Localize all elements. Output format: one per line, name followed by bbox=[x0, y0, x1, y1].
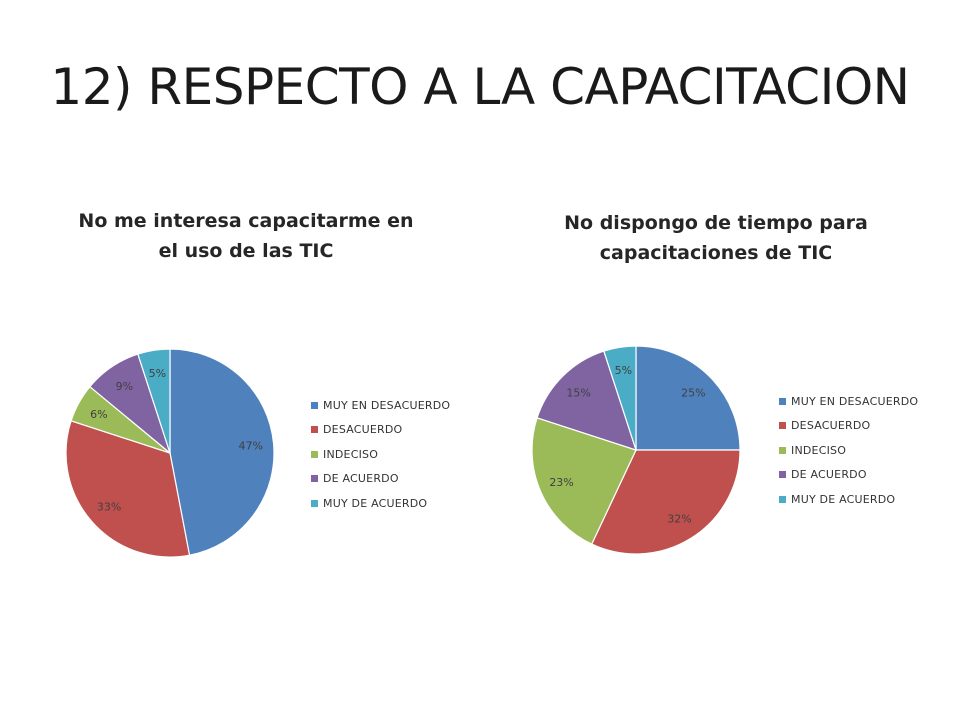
data-label-right-5: 5% bbox=[615, 364, 632, 377]
legend-label: MUY EN DESACUERDO bbox=[791, 394, 919, 408]
legend-label: DE ACUERDO bbox=[791, 468, 867, 482]
data-label-left-1: 47% bbox=[239, 439, 263, 452]
legend-item-left-5: MUY DE ACUERDO bbox=[311, 491, 450, 516]
data-label-right-3: 23% bbox=[549, 476, 573, 489]
data-label-left-5: 5% bbox=[149, 367, 166, 380]
pie-slice-left-2 bbox=[65, 420, 191, 558]
pie-right: 25% 32% 23% 15% 5% bbox=[531, 345, 741, 555]
legend-swatch bbox=[779, 495, 786, 503]
legend-swatch bbox=[779, 446, 786, 454]
legend-label: MUY DE ACUERDO bbox=[323, 496, 428, 510]
pie-slice-left-5 bbox=[137, 348, 171, 454]
legend-item-left-4: DE ACUERDO bbox=[311, 467, 450, 492]
data-label-right-2: 32% bbox=[667, 512, 691, 525]
legend-label: MUY DE ACUERDO bbox=[791, 492, 896, 506]
pie-slice-left-1 bbox=[169, 348, 275, 556]
legend-swatch bbox=[779, 471, 786, 479]
legend-swatch bbox=[311, 499, 318, 507]
chart-title-right-line-2: capacitaciones de TIC bbox=[599, 242, 833, 264]
legend-item-left-1: MUY EN DESACUERDO bbox=[311, 393, 450, 418]
legend-swatch bbox=[311, 475, 318, 483]
legend-item-left-2: DESACUERDO bbox=[311, 418, 450, 443]
legend-label: MUY EN DESACUERDO bbox=[323, 398, 451, 412]
legend-label: DE ACUERDO bbox=[323, 472, 399, 486]
pie-left: 47% 33% 6% 9% 5% bbox=[65, 348, 275, 558]
chart-title-left: No me interesa capacitarme en el uso de … bbox=[66, 206, 426, 266]
chart-title-left-line-2: el uso de las TIC bbox=[158, 240, 334, 262]
legend-item-right-1: MUY EN DESACUERDO bbox=[779, 389, 918, 414]
legend-left: MUY EN DESACUERDO DESACUERDO INDECISO DE AC… bbox=[311, 393, 450, 516]
data-label-right-1: 25% bbox=[681, 387, 705, 400]
legend-label: INDECISO bbox=[791, 443, 847, 457]
legend-item-right-5: MUY DE ACUERDO bbox=[779, 487, 918, 512]
legend-swatch bbox=[311, 401, 318, 409]
legend-item-right-3: INDECISO bbox=[779, 438, 918, 463]
legend-swatch bbox=[311, 450, 318, 458]
legend-swatch bbox=[311, 426, 318, 434]
pie-slice-right-5 bbox=[603, 345, 637, 451]
pie-slice-right-1 bbox=[635, 345, 741, 451]
slide-title: 12) RESPECTO A LA CAPACITACION bbox=[50, 58, 910, 116]
data-label-right-4: 15% bbox=[566, 387, 590, 400]
legend-right: MUY EN DESACUERDO DESACUERDO INDECISO DE AC… bbox=[779, 389, 918, 512]
data-label-left-3: 6% bbox=[90, 408, 107, 421]
data-label-left-4: 9% bbox=[116, 380, 133, 393]
chart-title-left-line-1: No me interesa capacitarme en bbox=[78, 210, 414, 232]
legend-item-left-3: INDECISO bbox=[311, 442, 450, 467]
legend-label: INDECISO bbox=[323, 447, 379, 461]
chart-title-right-line-1: No dispongo de tiempo para bbox=[564, 212, 868, 234]
legend-label: DESACUERDO bbox=[791, 419, 871, 433]
pie-slice-right-2 bbox=[590, 449, 741, 555]
pie-slice-right-3 bbox=[531, 417, 637, 545]
data-label-left-2: 33% bbox=[97, 501, 121, 514]
legend-swatch bbox=[779, 422, 786, 430]
legend-item-right-4: DE ACUERDO bbox=[779, 463, 918, 488]
chart-title-right: No dispongo de tiempo para capacitacione… bbox=[536, 208, 896, 268]
legend-item-right-2: DESACUERDO bbox=[779, 414, 918, 439]
legend-label: DESACUERDO bbox=[323, 423, 403, 437]
legend-swatch bbox=[779, 397, 786, 405]
